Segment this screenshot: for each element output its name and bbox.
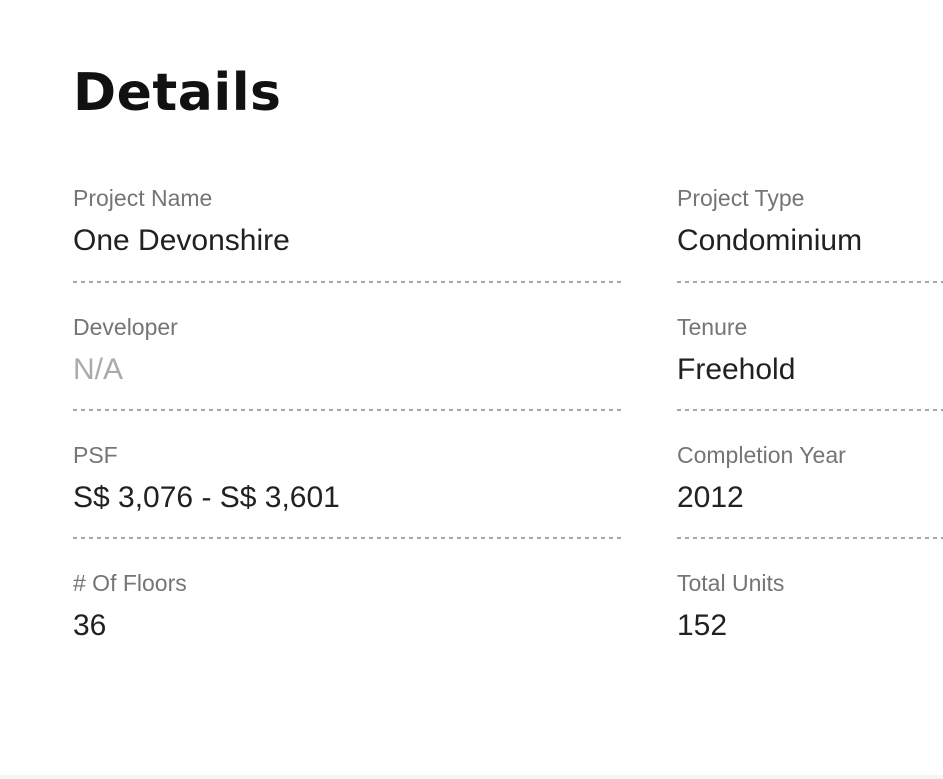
next-section-edge — [0, 775, 943, 779]
field-value: 152 — [677, 609, 728, 643]
field-value: 36 — [73, 609, 107, 643]
details-fields-grid: Project Name One Devonshire Project Type… — [73, 184, 943, 645]
field-project-type: Project Type Condominium — [677, 184, 943, 284]
field-label: PSF — [73, 442, 118, 469]
field-total-units: Total Units 152 — [677, 539, 943, 645]
field-num-floors: # Of Floors 36 — [73, 539, 625, 645]
field-value: N/A — [73, 353, 124, 387]
field-label: Project Name — [73, 185, 213, 212]
field-value: 2012 — [677, 481, 744, 515]
field-label: Developer — [73, 314, 178, 341]
field-completion-year: Completion Year 2012 — [677, 411, 943, 540]
field-label: Total Units — [677, 570, 785, 597]
field-value: Condominium — [677, 224, 863, 258]
details-section: Details Project Name One Devonshire Proj… — [73, 62, 943, 645]
field-value: One Devonshire — [73, 224, 290, 258]
field-developer: Developer N/A — [73, 283, 625, 412]
field-tenure: Tenure Freehold — [677, 283, 943, 412]
field-psf: PSF S$ 3,076 - S$ 3,601 — [73, 411, 625, 540]
field-label: # Of Floors — [73, 570, 187, 597]
page-title: Details — [73, 63, 282, 123]
field-label: Tenure — [677, 314, 748, 341]
field-value: Freehold — [677, 353, 796, 387]
field-value: S$ 3,076 - S$ 3,601 — [73, 481, 340, 515]
field-label: Project Type — [677, 185, 805, 212]
field-project-name: Project Name One Devonshire — [73, 184, 625, 284]
field-label: Completion Year — [677, 442, 846, 469]
